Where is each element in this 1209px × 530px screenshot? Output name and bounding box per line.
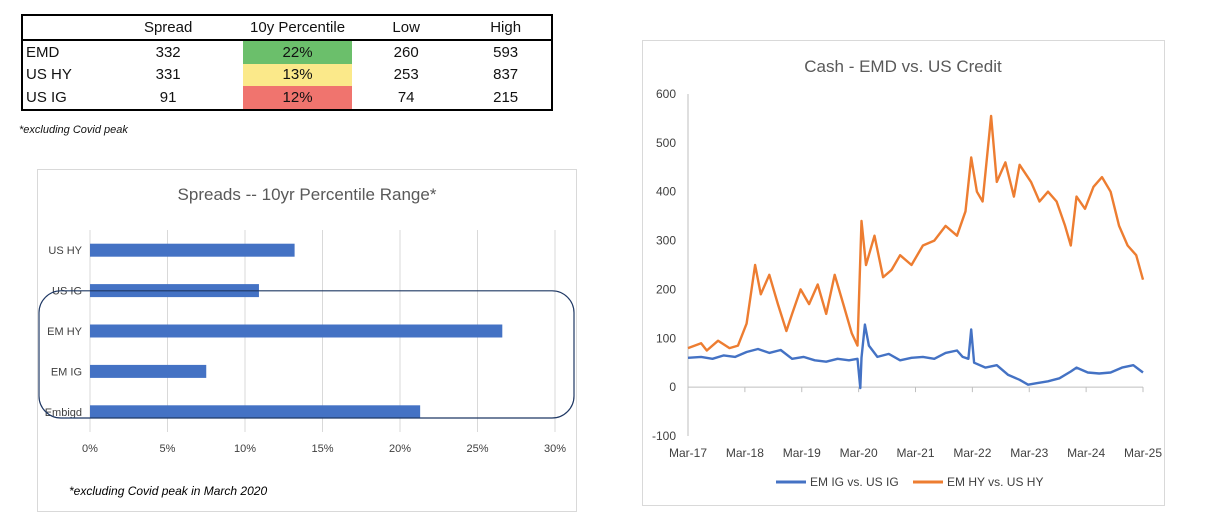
table-header-name <box>22 15 94 41</box>
bar-category-label: US HY <box>48 245 82 257</box>
bar-x-tick-label: 20% <box>389 443 411 455</box>
line-x-tick-label: Mar-17 <box>669 446 707 460</box>
line-chart-svg: Cash - EMD vs. US Credit -100 0 100 200 300 40… <box>652 57 1162 489</box>
percentile-bar-chart: Spreads -- 10yr Percentile Range* 0% 5% 10%… <box>37 169 577 512</box>
table-header-percentile: 10y Percentile <box>243 15 353 41</box>
bar-x-tick-label: 5% <box>160 443 176 455</box>
line-series-em-hy <box>687 114 1145 352</box>
row-low: 253 <box>393 66 419 84</box>
table-row: US HY 331 13% 253 837 <box>22 63 552 87</box>
bar-us-hy <box>90 243 295 257</box>
em-highlight-box <box>38 290 575 419</box>
legend-label-em-hy: EM HY vs. US HY <box>947 475 1043 489</box>
line-x-tick-label: Mar-25 <box>1124 446 1162 460</box>
spread-line-chart: Cash - EMD vs. US Credit -100 0 100 200 300 40… <box>642 40 1165 506</box>
bar-x-tick-label: 15% <box>311 443 333 455</box>
line-x-tick-label: Mar-24 <box>1067 446 1105 460</box>
line-series-em-ig <box>687 323 1144 390</box>
row-spread: 332 <box>155 43 181 61</box>
line-y-tick-label: 500 <box>656 136 676 150</box>
bar-category-label: EM IG <box>51 366 82 378</box>
bar-x-tick-label: 25% <box>466 443 488 455</box>
row-spread: 91 <box>159 89 177 107</box>
bar-chart-footnote: *excluding Covid peak in March 2020 <box>69 484 267 498</box>
line-x-tick-label: Mar-23 <box>1010 446 1048 460</box>
bar-embigd <box>90 405 421 419</box>
table-header-spread: Spread <box>93 15 244 41</box>
table-header-row: Spread 10y Percentile Low High <box>22 15 552 41</box>
table-header-high: High <box>460 15 552 41</box>
bar-category-label: Embigd <box>45 407 82 419</box>
bar-em-hy <box>90 324 503 338</box>
row-percentile: 13% <box>243 63 353 87</box>
line-y-tick-label: 100 <box>656 331 676 345</box>
line-x-tick-label: Mar-18 <box>726 446 764 460</box>
table-row: US IG 91 12% 74 215 <box>22 86 552 110</box>
bar-category-label: EM HY <box>47 326 83 338</box>
line-x-tick-label: Mar-22 <box>953 446 991 460</box>
row-name: US IG <box>26 89 67 107</box>
bar-category-label: US IG <box>52 286 82 298</box>
bar-x-tick-label: 0% <box>82 443 98 455</box>
row-name: EMD <box>26 43 60 61</box>
line-x-tick-label: Mar-21 <box>896 446 934 460</box>
bar-em-ig <box>90 364 207 378</box>
row-spread: 331 <box>155 66 181 84</box>
row-percentile: 22% <box>243 39 353 64</box>
bar-x-tick-label: 30% <box>544 443 566 455</box>
line-y-tick-label: 600 <box>656 87 676 101</box>
line-y-tick-label: -100 <box>652 429 676 443</box>
line-y-tick-label: 200 <box>656 282 676 296</box>
line-x-tick-label: Mar-19 <box>783 446 821 460</box>
table-header-low: Low <box>352 15 461 41</box>
line-x-tick-label: Mar-20 <box>840 446 878 460</box>
table-footnote: *excluding Covid peak <box>19 124 128 136</box>
row-high: 837 <box>493 66 519 84</box>
bar-chart-svg: Spreads -- 10yr Percentile Range* 0% 5% 10%… <box>38 185 575 498</box>
bar-chart-title: Spreads -- 10yr Percentile Range* <box>178 185 437 204</box>
row-high: 593 <box>493 43 519 61</box>
bar-x-tick-label: 10% <box>234 443 256 455</box>
line-chart-title: Cash - EMD vs. US Credit <box>804 57 1002 76</box>
legend-label-em-ig: EM IG vs. US IG <box>810 475 899 489</box>
row-low: 260 <box>393 43 419 61</box>
line-y-tick-label: 400 <box>656 185 676 199</box>
table-row: EMD 332 22% 260 593 <box>22 39 552 64</box>
spread-table: Spread 10y Percentile Low High EMD 332 2… <box>21 14 553 111</box>
row-low: 74 <box>397 89 415 107</box>
row-name: US HY <box>26 66 72 84</box>
row-high: 215 <box>493 89 519 107</box>
line-y-tick-label: 0 <box>669 380 676 394</box>
row-percentile: 12% <box>243 86 353 110</box>
line-y-tick-label: 300 <box>656 234 676 248</box>
